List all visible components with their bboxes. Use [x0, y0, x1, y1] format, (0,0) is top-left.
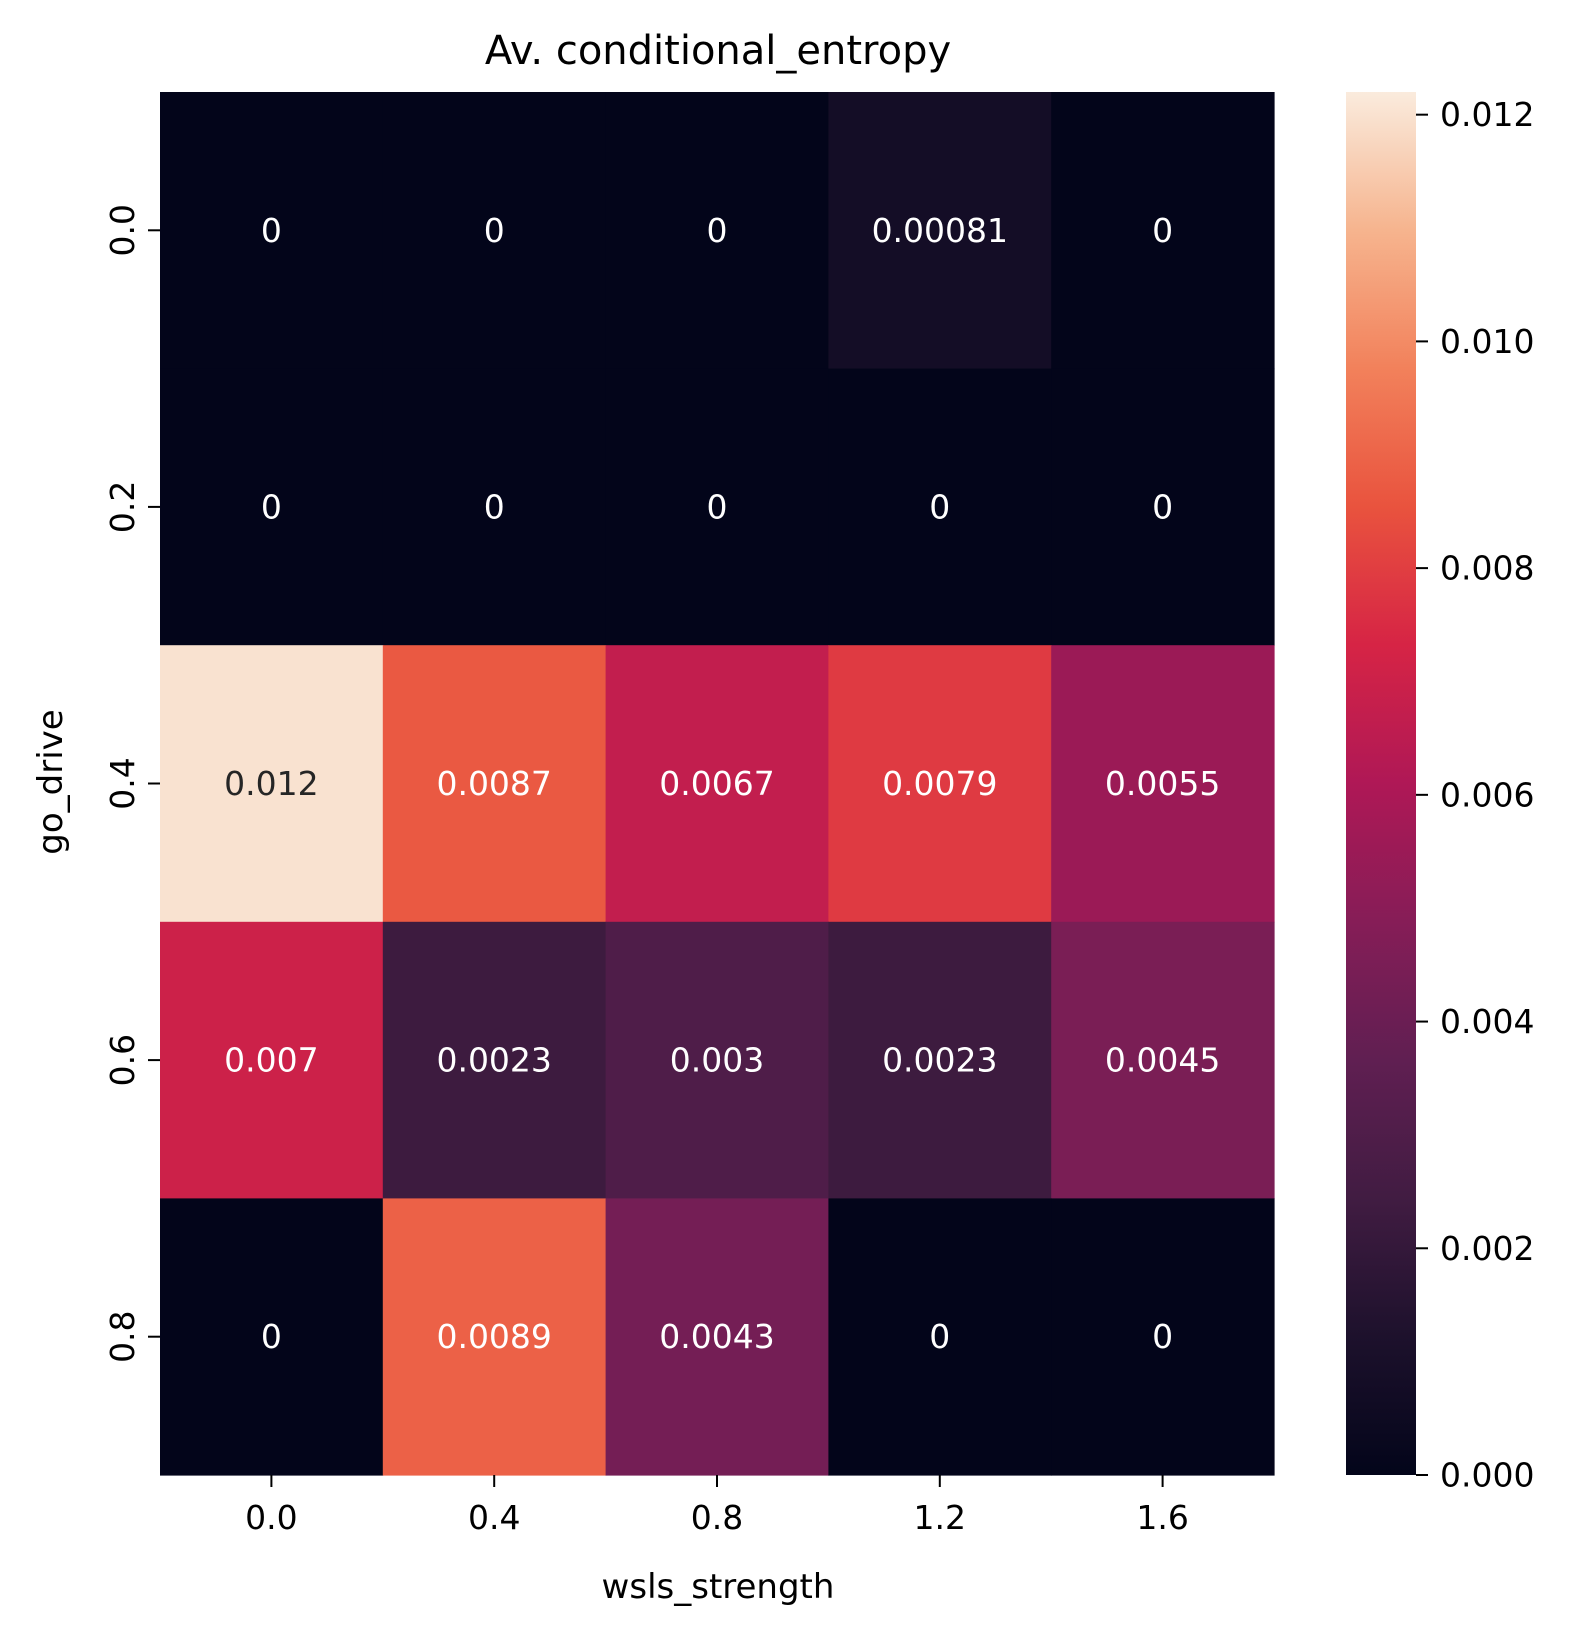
heatmap-cell: [605, 645, 829, 923]
heatmap-cell: [828, 92, 1052, 370]
heatmap-cell: [160, 92, 384, 370]
colorbar-tick-label: 0.008: [1440, 549, 1534, 588]
heatmap-cell: [382, 368, 607, 646]
cell-value-label: 0.0023: [882, 1041, 997, 1080]
cell-value-label: 0.0089: [436, 1317, 551, 1356]
cell-value-label: 0.003: [670, 1041, 764, 1080]
cell-value-label: 0: [484, 211, 505, 250]
heatmap-cell: [382, 921, 607, 1199]
cell-value-label: 0.0043: [659, 1317, 774, 1356]
colorbar-gradient: [1346, 92, 1416, 1475]
x-axis: 0.0 0.4 0.8 1.2 1.6: [245, 1475, 1189, 1537]
cell-value-label: 0.0045: [1105, 1041, 1220, 1080]
y-tick-label: 0.4: [103, 757, 142, 809]
colorbar: 0.000 0.002 0.004 0.006 0.008 0.010 0.012: [1346, 92, 1534, 1495]
heatmap-cell: [1051, 1198, 1275, 1476]
cell-value-label: 0.0067: [659, 764, 774, 803]
y-tick-label: 0.8: [103, 1310, 142, 1362]
heatmap-cell: [605, 92, 829, 370]
y-tick-label: 0.2: [103, 481, 142, 533]
y-tick-label: 0.0: [103, 204, 142, 256]
heatmap-cell: [828, 368, 1052, 646]
colorbar-tick-label: 0.004: [1440, 1002, 1534, 1041]
y-axis-label: go_drive: [31, 709, 71, 854]
x-tick-label: 0.0: [245, 1498, 297, 1537]
heatmap-cell: [160, 645, 384, 923]
heatmap-cell: [828, 645, 1052, 923]
colorbar-tick-label: 0.002: [1440, 1229, 1534, 1268]
heatmap-cell: [828, 1198, 1052, 1476]
cell-value-label: 0.0079: [882, 764, 997, 803]
colorbar-tick-label: 0.006: [1440, 775, 1534, 814]
cell-value-label: 0.0023: [436, 1041, 551, 1080]
heatmap-cells: [160, 92, 1275, 1476]
heatmap-cell: [160, 368, 384, 646]
cell-value-label: 0.0055: [1105, 764, 1220, 803]
heatmap-cell: [605, 1198, 829, 1476]
cell-value-label: 0.0087: [436, 764, 551, 803]
y-tick-label: 0.6: [103, 1034, 142, 1086]
heatmap-cell: [160, 921, 384, 1199]
cell-value-label: 0: [261, 1317, 282, 1356]
heatmap-cell-labels: 0 0 0 0.00081 0 0 0 0 0 0 0.012 0.0087 0.0067 0.0079 0…: [224, 211, 1220, 1356]
cell-value-label: 0: [484, 487, 505, 526]
cell-value-label: 0: [707, 211, 728, 250]
heatmap-cell: [605, 921, 829, 1199]
heatmap-cell: [382, 1198, 607, 1476]
heatmap-cell: [1051, 92, 1275, 370]
cell-value-label: 0: [929, 1317, 950, 1356]
cell-value-label: 0: [1152, 487, 1173, 526]
cell-value-label: 0: [707, 487, 728, 526]
cell-value-label: 0.00081: [872, 211, 1008, 250]
cell-value-label: 0: [929, 487, 950, 526]
cell-value-label: 0.012: [224, 764, 318, 803]
cell-value-label: 0: [1152, 211, 1173, 250]
cell-value-label: 0: [261, 487, 282, 526]
colorbar-tick-label: 0.010: [1440, 322, 1534, 361]
colorbar-tick-label: 0.000: [1440, 1456, 1534, 1495]
cell-value-label: 0: [261, 211, 282, 250]
y-axis: 0.0 0.2 0.4 0.6 0.8: [103, 204, 160, 1363]
x-tick-label: 0.8: [691, 1498, 743, 1537]
heatmap-cell: [605, 368, 829, 646]
heatmap-cell: [160, 1198, 384, 1476]
heatmap-cell: [382, 645, 607, 923]
heatmap-cell: [828, 921, 1052, 1199]
x-axis-label: wsls_strength: [602, 1567, 835, 1607]
x-tick-label: 1.2: [914, 1498, 966, 1537]
x-tick-label: 0.4: [468, 1498, 520, 1537]
chart-title: Av. conditional_entropy: [485, 28, 951, 74]
cell-value-label: 0: [1152, 1317, 1173, 1356]
heatmap-cell: [1051, 921, 1275, 1199]
x-tick-label: 1.6: [1136, 1498, 1188, 1537]
heatmap-cell: [1051, 645, 1275, 923]
cell-value-label: 0.007: [224, 1041, 318, 1080]
colorbar-tick-label: 0.012: [1440, 95, 1534, 134]
heatmap-cell: [382, 92, 607, 370]
heatmap-cell: [1051, 368, 1275, 646]
